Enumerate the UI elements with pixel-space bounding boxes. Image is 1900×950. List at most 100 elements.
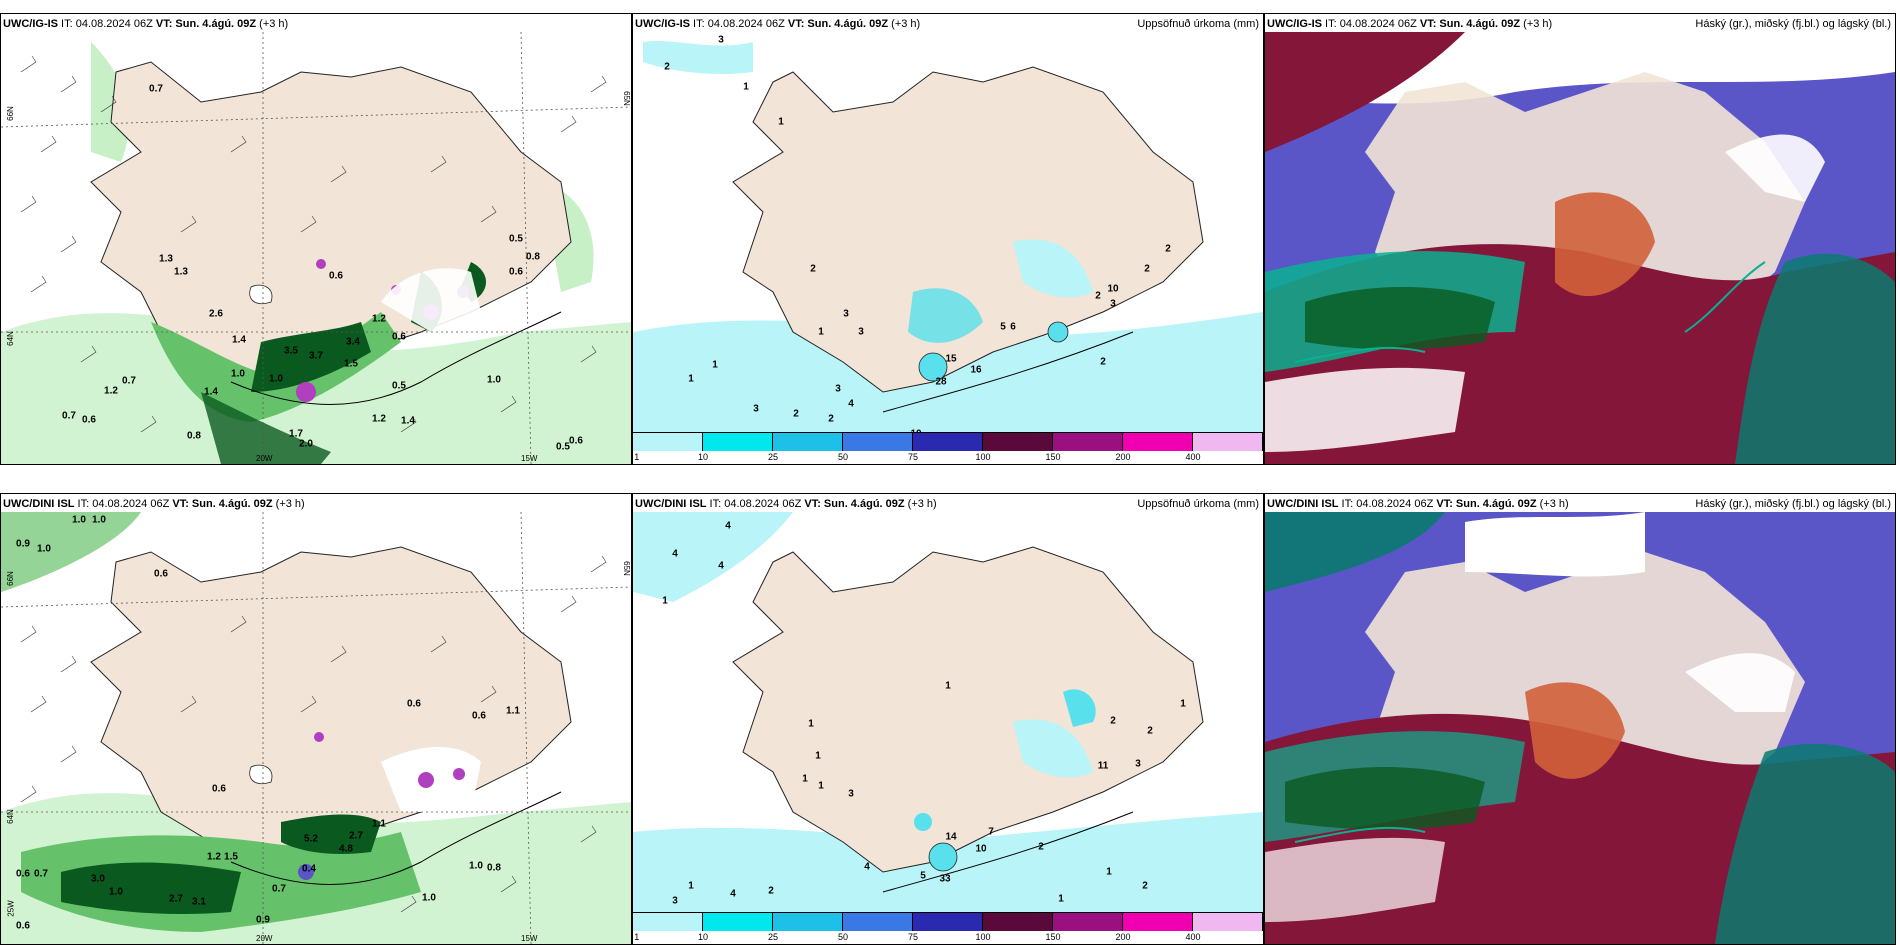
panel-subtitle: Háský (gr.), miðský (fj.bl.) og lágský (… xyxy=(1695,498,1891,510)
value-label: 0.9 xyxy=(16,538,30,550)
lon-label: 25W xyxy=(6,900,16,917)
colorbar-swatch xyxy=(843,433,913,451)
precip-value: 3 xyxy=(1135,758,1141,770)
precip-value: 3 xyxy=(1110,298,1116,310)
colorbar-swatch xyxy=(1053,913,1123,931)
precip-value: 3 xyxy=(835,383,841,395)
colorbar-tick: 75 xyxy=(907,452,918,462)
value-label: 1.0 xyxy=(109,886,123,898)
lat-label: 65N xyxy=(621,91,631,106)
precip-value: 1 xyxy=(818,326,824,338)
value-label: 4.8 xyxy=(339,843,353,855)
value-label: 1.2 xyxy=(372,413,386,425)
colorbar-tick: 400 xyxy=(1185,932,1201,942)
precip-value: 1 xyxy=(743,81,749,93)
precip-value: 4 xyxy=(730,888,736,900)
wind-precip-panel-bottom: UWC/DINI ISL IT: 04.08.2024 06Z VT: Sun.… xyxy=(0,493,632,945)
precip-value: 28 xyxy=(935,376,947,388)
value-label: 0.6 xyxy=(212,783,226,795)
value-label: 2.0 xyxy=(299,438,313,450)
precip-colorbar: 1 10 25 50 75 100 150 200 400 xyxy=(633,912,1263,944)
value-label: 1.0 xyxy=(422,892,436,904)
precip-value: 1 xyxy=(1180,698,1186,710)
value-label: 3.7 xyxy=(309,350,323,362)
value-label: 0.6 xyxy=(509,266,523,278)
colorbar-swatch xyxy=(983,433,1053,451)
precip-value: 10 xyxy=(1107,283,1119,295)
precip-map-bottom xyxy=(633,512,1263,912)
value-label: 1.1 xyxy=(506,705,520,717)
value-label: 0.6 xyxy=(472,710,486,722)
precip-value: 2 xyxy=(1095,290,1101,302)
cloud-map-top xyxy=(1265,32,1895,464)
lon-label: 15W xyxy=(521,934,538,943)
precip-value: 15 xyxy=(945,353,957,365)
colorbar-tick: 100 xyxy=(975,452,991,462)
precip-colorbar: 1 10 25 50 75 100 150 200 400 xyxy=(633,432,1263,464)
precip-accum-panel-bottom: UWC/DINI ISL IT: 04.08.2024 06Z VT: Sun.… xyxy=(632,493,1264,945)
value-label: 0.6 xyxy=(392,331,406,343)
precip-value: 2 xyxy=(793,408,799,420)
value-label: 1.0 xyxy=(231,368,245,380)
lon-label: 20W xyxy=(256,934,273,943)
colorbar-swatch xyxy=(773,433,843,451)
panel-subtitle: Uppsöfnuð úrkoma (mm) xyxy=(1137,18,1259,30)
lon-label: 15W xyxy=(521,454,538,463)
value-label: 0.7 xyxy=(62,410,76,422)
precip-map-top xyxy=(633,32,1263,432)
panel-subtitle: Háský (gr.), miðský (fj.bl.) og lágský (… xyxy=(1695,18,1891,30)
panel-title: UWC/DINI ISL IT: 04.08.2024 06Z VT: Sun.… xyxy=(635,498,937,510)
precip-value: 1 xyxy=(778,116,784,128)
value-label: 3.4 xyxy=(346,336,360,348)
precip-value: 3 xyxy=(672,895,678,907)
value-label: 2.7 xyxy=(349,830,363,842)
colorbar-swatch xyxy=(703,913,773,931)
colorbar-swatch xyxy=(1193,913,1263,931)
colorbar-tick: 50 xyxy=(837,932,849,942)
colorbar-tick: 10 xyxy=(697,932,708,942)
value-label: 1.0 xyxy=(487,374,501,386)
precip-value: 11 xyxy=(1097,760,1109,772)
value-label: 3.1 xyxy=(192,896,206,908)
precip-value: 3 xyxy=(753,403,759,415)
panel-title: UWC/IG-IS IT: 04.08.2024 06Z VT: Sun. 4.… xyxy=(635,18,921,30)
precip-value: 2 xyxy=(768,885,774,897)
colorbar-swatch xyxy=(1123,433,1193,451)
value-label: 1.4 xyxy=(204,386,218,398)
colorbar-tick: 10 xyxy=(697,452,708,462)
precip-value: 2 xyxy=(1147,725,1153,737)
value-label: 0.4 xyxy=(302,863,316,875)
value-label: 0.7 xyxy=(149,83,163,95)
value-label: 5.2 xyxy=(304,833,318,845)
value-label: 2.6 xyxy=(209,308,223,320)
wind-precip-map-top xyxy=(1,32,631,464)
value-label: 1.1 xyxy=(372,818,386,830)
value-label: 1.7 xyxy=(289,428,303,440)
precip-value: 4 xyxy=(725,520,731,532)
precip-value: 1 xyxy=(662,595,668,607)
precip-value: 3 xyxy=(858,326,864,338)
colorbar-tick: 50 xyxy=(837,452,849,462)
precip-accum-panel-top: UWC/IG-IS IT: 04.08.2024 06Z VT: Sun. 4.… xyxy=(632,13,1264,465)
value-label: 0.6 xyxy=(329,270,343,282)
colorbar-tick: 150 xyxy=(1045,452,1061,462)
value-label: 1.4 xyxy=(232,334,246,346)
colorbar-tick: 75 xyxy=(907,932,918,942)
precip-value: 33 xyxy=(939,873,951,885)
value-label: 1.0 xyxy=(469,860,483,872)
panel-title: UWC/DINI ISL IT: 04.08.2024 06Z VT: Sun.… xyxy=(3,498,305,510)
value-label: 0.8 xyxy=(526,251,540,263)
value-label: 0.7 xyxy=(34,868,48,880)
value-label: 0.6 xyxy=(154,568,168,580)
precip-value: 1 xyxy=(945,680,951,692)
lat-label: 64N xyxy=(5,331,15,346)
value-label: 1.0 xyxy=(269,373,283,385)
colorbar-swatch xyxy=(1193,433,1263,451)
precip-value: 2 xyxy=(1144,263,1150,275)
colorbar-swatch xyxy=(843,913,913,931)
precip-value: 2 xyxy=(1100,356,1106,368)
precip-value: 2 xyxy=(1110,715,1116,727)
precip-value: 3 xyxy=(843,308,849,320)
precip-value: 4 xyxy=(848,398,854,410)
panel-title: UWC/DINI ISL IT: 04.08.2024 06Z VT: Sun.… xyxy=(1267,498,1569,510)
